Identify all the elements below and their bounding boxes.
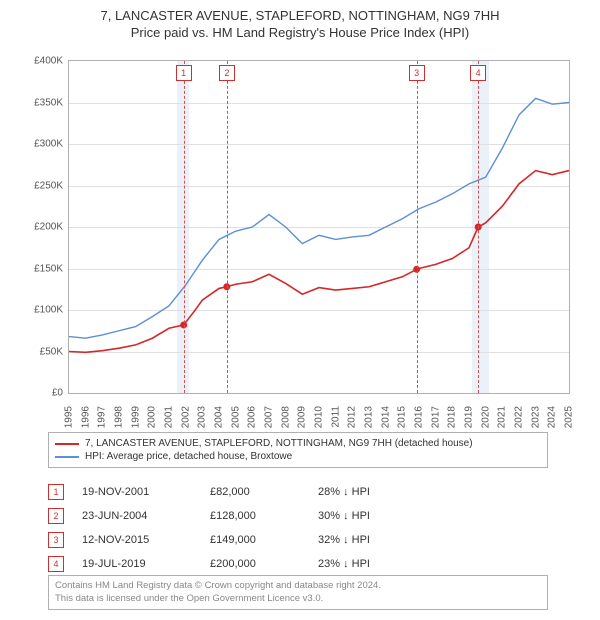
x-tick-label: 2020 [480,406,491,428]
legend: 7, LANCASTER AVENUE, STAPLEFORD, NOTTING… [48,432,548,468]
table-row: 1 19-NOV-2001 £82,000 28% ↓ HPI [48,480,548,504]
x-tick-label: 2001 [164,406,175,428]
tx-price: £128,000 [210,510,300,522]
x-tick-label: 2014 [380,406,391,428]
marker-box-icon: 2 [219,65,235,81]
marker-box-icon: 1 [176,65,192,81]
footer: Contains HM Land Registry data © Crown c… [48,575,548,610]
x-tick-label: 2021 [497,406,508,428]
x-tick-label: 2017 [430,406,441,428]
marker-box-icon: 4 [48,556,64,572]
title-block: 7, LANCASTER AVENUE, STAPLEFORD, NOTTING… [0,0,600,40]
x-tick-label: 2022 [514,406,525,428]
y-tick-label: £200K [23,222,63,233]
tx-price: £200,000 [210,558,300,570]
x-tick-label: 2007 [264,406,275,428]
marker-line [184,61,185,393]
tx-date: 23-JUN-2004 [82,510,192,522]
tx-diff: 23% ↓ HPI [318,558,408,570]
y-tick-label: £0 [23,388,63,399]
marker-box-icon: 2 [48,508,64,524]
table-row: 4 19-JUL-2019 £200,000 23% ↓ HPI [48,552,548,576]
x-tick-label: 1997 [97,406,108,428]
x-tick-label: 2015 [397,406,408,428]
x-tick-label: 2011 [330,406,341,428]
legend-item: 7, LANCASTER AVENUE, STAPLEFORD, NOTTING… [55,437,541,450]
tx-diff: 28% ↓ HPI [318,486,408,498]
title-main: 7, LANCASTER AVENUE, STAPLEFORD, NOTTING… [0,8,600,23]
legend-swatch [55,443,79,445]
x-tick-label: 2013 [364,406,375,428]
marker-box-icon: 1 [48,484,64,500]
tx-diff: 30% ↓ HPI [318,510,408,522]
y-tick-label: £350K [23,97,63,108]
x-tick-label: 1999 [130,406,141,428]
title-sub: Price paid vs. HM Land Registry's House … [0,25,600,40]
table-row: 3 12-NOV-2015 £149,000 32% ↓ HPI [48,528,548,552]
x-tick-label: 1995 [64,406,75,428]
marker-line [227,61,228,393]
footer-line: This data is licensed under the Open Gov… [55,593,541,605]
x-tick-label: 2018 [447,406,458,428]
plot-area: £0£50K£100K£150K£200K£250K£300K£350K£400… [68,60,570,394]
legend-swatch [55,456,79,458]
tx-date: 19-JUL-2019 [82,558,192,570]
y-tick-label: £50K [23,346,63,357]
y-tick-label: £100K [23,305,63,316]
legend-label: 7, LANCASTER AVENUE, STAPLEFORD, NOTTING… [85,438,473,449]
x-tick-label: 2016 [414,406,425,428]
x-tick-label: 2002 [180,406,191,428]
x-tick-label: 2024 [547,406,558,428]
x-tick-label: 2023 [530,406,541,428]
x-tick-label: 2008 [280,406,291,428]
x-tick-label: 2010 [314,406,325,428]
x-tick-label: 2004 [214,406,225,428]
tx-date: 19-NOV-2001 [82,486,192,498]
legend-item: HPI: Average price, detached house, Brox… [55,450,541,463]
table-row: 2 23-JUN-2004 £128,000 30% ↓ HPI [48,504,548,528]
marker-box-icon: 3 [48,532,64,548]
series-line [69,171,569,353]
chart-series-svg [69,61,569,393]
x-tick-label: 2005 [230,406,241,428]
tx-date: 12-NOV-2015 [82,534,192,546]
x-tick-label: 1998 [114,406,125,428]
tx-price: £149,000 [210,534,300,546]
series-line [69,98,569,338]
x-tick-label: 2012 [347,406,358,428]
marker-box-icon: 3 [409,65,425,81]
x-tick-label: 2003 [197,406,208,428]
page: 7, LANCASTER AVENUE, STAPLEFORD, NOTTING… [0,0,600,620]
transactions-table: 1 19-NOV-2001 £82,000 28% ↓ HPI 2 23-JUN… [48,480,548,576]
y-tick-label: £150K [23,263,63,274]
marker-box-icon: 4 [470,65,486,81]
marker-line [478,61,479,393]
x-tick-label: 2025 [564,406,575,428]
tx-price: £82,000 [210,486,300,498]
y-tick-label: £250K [23,180,63,191]
x-tick-label: 2006 [247,406,258,428]
footer-line: Contains HM Land Registry data © Crown c… [55,580,541,592]
x-tick-label: 2009 [297,406,308,428]
chart: £0 £50K £100K £150K £200K £250K £300K £350K £400… [18,52,578,422]
y-tick-label: £400K [23,56,63,67]
legend-label: HPI: Average price, detached house, Brox… [85,451,292,462]
tx-diff: 32% ↓ HPI [318,534,408,546]
x-tick-label: 1996 [80,406,91,428]
x-tick-label: 2000 [147,406,158,428]
y-tick-label: £300K [23,139,63,150]
marker-line [417,61,418,393]
x-tick-label: 2019 [464,406,475,428]
